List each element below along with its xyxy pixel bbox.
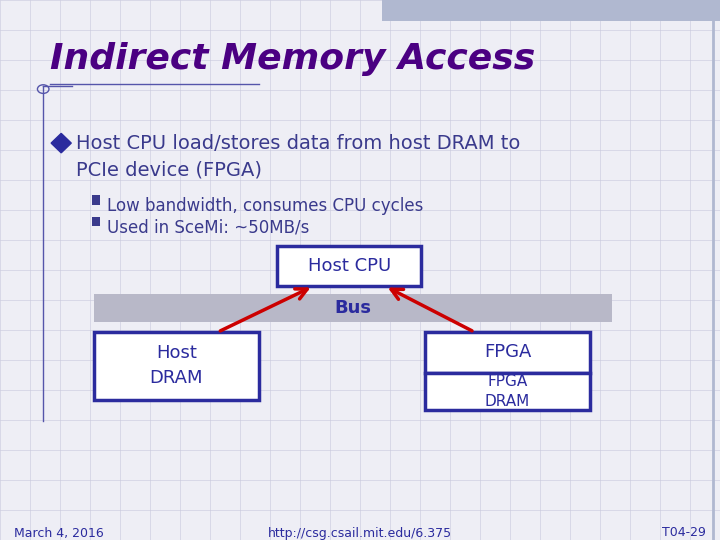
FancyBboxPatch shape [92,217,100,226]
Text: Bus: Bus [334,299,372,318]
Polygon shape [51,133,71,153]
Text: Used in SceMi: ~50MB/s: Used in SceMi: ~50MB/s [107,219,309,237]
FancyBboxPatch shape [94,332,259,400]
FancyBboxPatch shape [94,294,612,322]
Text: Low bandwidth, consumes CPU cycles: Low bandwidth, consumes CPU cycles [107,197,423,215]
Text: Host
DRAM: Host DRAM [150,345,203,387]
Text: Host CPU load/stores data from host DRAM to
PCIe device (FPGA): Host CPU load/stores data from host DRAM… [76,134,520,179]
Text: T04-29: T04-29 [662,526,706,539]
Text: http://csg.csail.mit.edu/6.375: http://csg.csail.mit.edu/6.375 [268,526,452,539]
Text: Indirect Memory Access: Indirect Memory Access [50,42,536,76]
Text: FPGA
DRAM: FPGA DRAM [485,374,530,409]
FancyBboxPatch shape [382,0,720,21]
Text: Host CPU: Host CPU [307,257,391,275]
FancyBboxPatch shape [92,195,100,205]
Text: March 4, 2016: March 4, 2016 [14,526,104,539]
FancyBboxPatch shape [425,373,590,410]
FancyBboxPatch shape [277,246,421,286]
FancyBboxPatch shape [425,332,590,373]
Text: FPGA: FPGA [484,343,531,361]
